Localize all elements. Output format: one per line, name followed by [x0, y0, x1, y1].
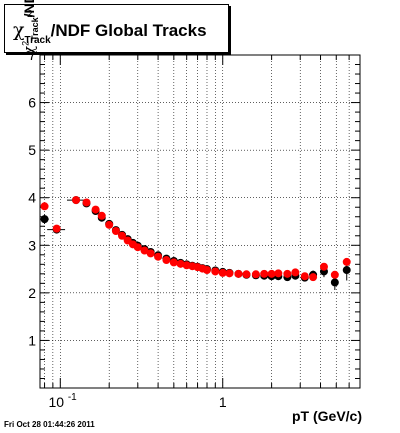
ylabel-chi-symbol: χ: [20, 45, 38, 55]
x-tick-label: 10: [49, 394, 65, 410]
data-point-red: [118, 231, 127, 240]
data-point-red: [319, 262, 328, 271]
x-tick-label: 1: [219, 394, 227, 410]
data-point-red: [225, 269, 234, 278]
data-point-red: [242, 270, 251, 279]
data-points: [40, 196, 351, 291]
y-tick-label: 7: [28, 47, 36, 63]
data-point-red: [52, 224, 61, 233]
data-point-red: [234, 269, 243, 278]
data-point-red: [140, 246, 149, 255]
y-axis-label: χ2Track/NDF: [20, 0, 40, 55]
title-superscript: 2: [27, 9, 33, 20]
ylabel-superscript: 2: [20, 40, 31, 46]
y-tick-label: 1: [28, 332, 36, 348]
data-point-black: [330, 278, 339, 287]
data-point-red: [283, 269, 292, 278]
data-point-red: [291, 268, 300, 277]
data-point-red: [300, 272, 309, 281]
axes: 1 2 3 4 5 6 7 10 -1 1: [28, 47, 361, 410]
data-point-red: [111, 227, 120, 236]
data-point-black: [342, 266, 351, 275]
y-tick-label: 4: [28, 190, 36, 206]
data-point-red: [162, 256, 171, 265]
data-point-red: [260, 269, 269, 278]
timestamp-footer: Fri Oct 28 01:44:26 2011: [4, 420, 95, 429]
chart-title: χ 2 Track/NDF Global Tracks: [13, 9, 207, 46]
ylabel-subscript: Track: [29, 17, 40, 41]
title-chi-symbol: χ: [13, 19, 25, 41]
data-point-red: [309, 273, 318, 282]
data-point-black: [40, 215, 49, 224]
data-point-red: [251, 270, 260, 279]
y-tick-label: 6: [28, 95, 36, 111]
title-subscript: Track: [24, 35, 51, 46]
chart-title-box: χ 2 Track/NDF Global Tracks: [4, 4, 229, 53]
y-tick-label: 5: [28, 142, 36, 158]
data-point-red: [133, 243, 142, 252]
plot-frame: [39, 54, 361, 389]
x-tick-label-exponent: -1: [68, 392, 77, 403]
data-point-red: [274, 269, 283, 278]
x-axis-label: pT (GeV/c): [291, 408, 362, 424]
grid-lines: [40, 54, 361, 388]
data-point-red: [40, 202, 49, 211]
data-point-red: [169, 258, 178, 267]
title-main-text: /NDF Global Tracks: [50, 21, 207, 40]
data-point-red: [330, 270, 339, 279]
data-point-red: [97, 211, 106, 220]
data-point-red: [91, 205, 100, 214]
data-point-red: [146, 249, 155, 258]
ylabel-main-text: /NDF: [21, 0, 37, 18]
data-point-red: [176, 259, 185, 268]
data-point-red: [82, 198, 91, 207]
data-point-red: [154, 252, 163, 261]
data-point-red: [342, 257, 351, 266]
y-tick-label: 3: [28, 237, 36, 253]
data-point-red: [211, 267, 220, 276]
y-tick-label: 2: [28, 285, 36, 301]
data-point-red: [267, 269, 276, 278]
data-point-red: [72, 196, 81, 205]
data-point-red: [218, 268, 227, 277]
data-point-red: [105, 220, 114, 229]
data-point-red: [202, 266, 211, 275]
